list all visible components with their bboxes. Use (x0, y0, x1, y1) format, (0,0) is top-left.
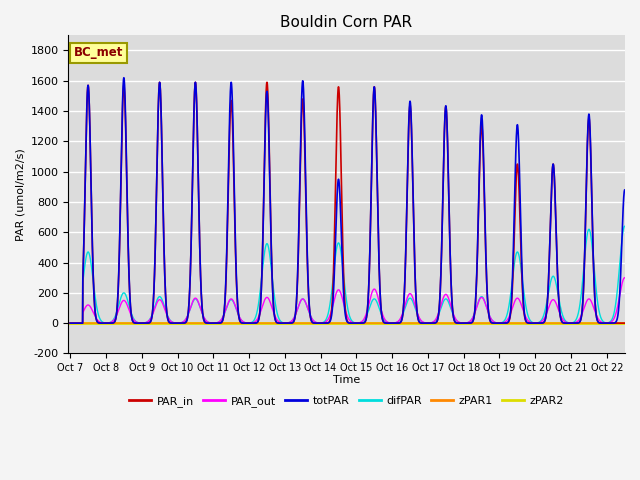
PAR_in (415, 319, 423, 325)
Line: totPAR: totPAR (70, 78, 640, 323)
Text: BC_met: BC_met (74, 47, 124, 60)
PAR_out (286, 319, 294, 325)
zPAR1 (86, 320, 94, 326)
PAR_in (287, 320, 294, 326)
zPAR2 (335, 320, 343, 326)
totPAR (86, 135, 94, 141)
PAR_out (639, 320, 640, 326)
PAR_out (621, 275, 628, 281)
PAR_out (400, 307, 408, 313)
PAR_in (86, 135, 94, 141)
totPAR (400, 300, 408, 306)
zPAR2 (86, 320, 94, 326)
PAR_out (67, 320, 74, 326)
totPAR (503, 320, 511, 326)
totPAR (120, 75, 128, 81)
difPAR (286, 319, 294, 325)
PAR_in (503, 320, 511, 326)
zPAR1 (286, 320, 294, 326)
difPAR (86, 255, 94, 261)
PAR_out (503, 318, 511, 324)
zPAR1 (415, 320, 423, 326)
PAR_in (67, 320, 74, 326)
Line: difPAR: difPAR (70, 226, 640, 323)
X-axis label: Time: Time (333, 374, 360, 384)
zPAR1 (67, 320, 74, 326)
difPAR (335, 241, 343, 247)
zPAR2 (286, 320, 294, 326)
PAR_out (415, 315, 423, 321)
difPAR (639, 320, 640, 326)
zPAR1 (400, 320, 408, 326)
Title: Bouldin Corn PAR: Bouldin Corn PAR (280, 15, 413, 30)
zPAR2 (67, 320, 74, 326)
totPAR (639, 320, 640, 326)
Legend: PAR_in, PAR_out, totPAR, difPAR, zPAR1, zPAR2: PAR_in, PAR_out, totPAR, difPAR, zPAR1, … (125, 392, 568, 411)
zPAR1 (503, 320, 511, 326)
totPAR (335, 183, 343, 189)
PAR_in (335, 95, 343, 101)
zPAR2 (400, 320, 408, 326)
totPAR (67, 320, 74, 326)
zPAR2 (639, 320, 640, 326)
totPAR (287, 320, 294, 326)
PAR_in (156, 79, 163, 85)
Y-axis label: PAR (umol/m2/s): PAR (umol/m2/s) (15, 148, 25, 241)
PAR_in (639, 320, 640, 326)
zPAR2 (503, 320, 511, 326)
difPAR (400, 309, 408, 315)
difPAR (503, 313, 511, 319)
totPAR (415, 319, 423, 325)
difPAR (415, 315, 423, 321)
PAR_out (335, 288, 343, 293)
PAR_in (400, 300, 408, 306)
zPAR1 (639, 320, 640, 326)
difPAR (67, 320, 74, 326)
difPAR (621, 223, 628, 229)
Line: PAR_in: PAR_in (70, 82, 640, 323)
zPAR2 (415, 320, 423, 326)
Line: PAR_out: PAR_out (70, 278, 640, 323)
zPAR1 (335, 320, 343, 326)
PAR_out (86, 303, 94, 309)
